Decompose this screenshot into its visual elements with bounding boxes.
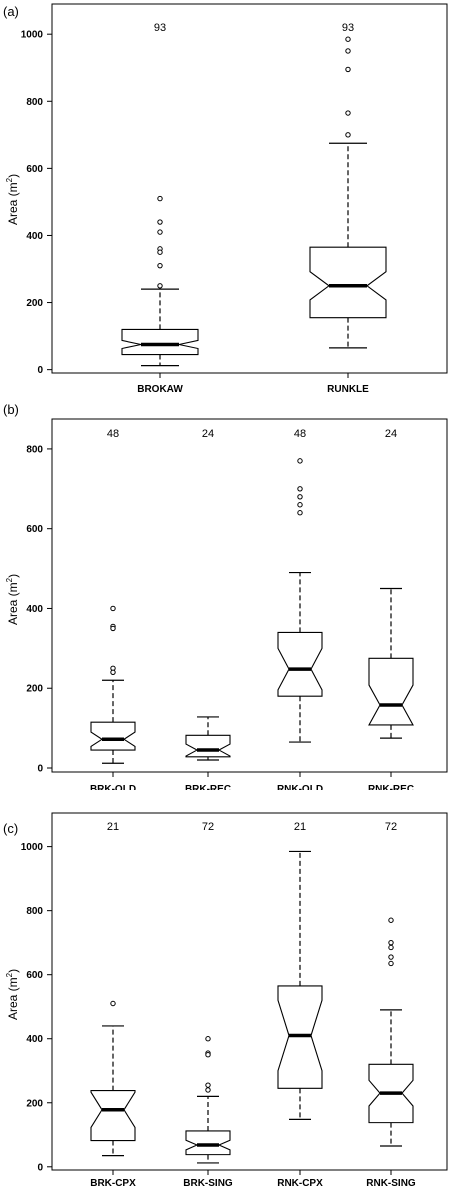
y-axis-title: Area (m2)	[5, 574, 20, 625]
y-axis-title: Area (m2)	[5, 174, 20, 225]
sample-size-label: 93	[154, 22, 166, 34]
plot-frame	[51, 418, 448, 773]
sample-size-label: 72	[202, 821, 214, 833]
notched-box	[309, 246, 387, 319]
outlier-point	[297, 494, 303, 500]
panel-label: (a)	[3, 4, 19, 19]
y-tick-label: 600	[26, 524, 43, 535]
outlier-point	[157, 219, 163, 225]
notched-box	[185, 1130, 231, 1156]
y-tick-label: 1000	[21, 842, 44, 853]
notched-box	[90, 721, 136, 751]
notched-box	[185, 734, 231, 758]
category-label: BRK-REC	[185, 784, 231, 790]
notched-box	[277, 631, 323, 697]
sample-size-label: 72	[385, 821, 397, 833]
outlier-point	[110, 605, 116, 612]
outlier-point	[205, 1087, 211, 1093]
y-tick-label: 0	[37, 764, 43, 775]
y-tick-label: 1000	[21, 30, 44, 41]
outlier-point	[110, 625, 116, 632]
y-tick-label: 400	[26, 231, 43, 242]
chart-panel-b: (b) Area (m2) 0 200 400 600 800 BRK-OLD 48 BRK-…	[3, 402, 448, 790]
y-tick-label: 400	[26, 604, 43, 615]
outlier-point	[157, 283, 163, 289]
outlier-point	[297, 458, 303, 464]
category-label: BRK-CPX	[90, 1178, 136, 1189]
outlier-point	[157, 229, 163, 235]
y-axis-title: Area (m2)	[5, 969, 20, 1020]
category-label: RNK-OLD	[277, 784, 323, 790]
y-tick-label: 0	[37, 365, 43, 376]
outlier-point	[205, 1036, 211, 1042]
category-label: BRK-SING	[183, 1178, 233, 1189]
outlier-point	[157, 262, 163, 269]
outlier-point	[345, 110, 351, 116]
sample-size-label: 21	[107, 821, 119, 833]
outlier-point	[297, 486, 303, 492]
notched-box	[368, 657, 414, 726]
category-label: RNK-SING	[366, 1178, 416, 1189]
sample-size-label: 24	[202, 428, 214, 440]
sample-size-label: 48	[294, 428, 306, 440]
y-tick-label: 0	[37, 1162, 43, 1173]
notched-box	[121, 328, 199, 356]
outlier-point	[388, 960, 394, 967]
y-tick-label: 800	[26, 97, 43, 108]
y-tick-label: 200	[26, 1098, 43, 1109]
y-tick-label: 800	[26, 906, 43, 917]
outlier-point	[157, 249, 163, 255]
plot-area: 0 200 400 600 800 1000 BROKAW 93 RUNKLE 93	[21, 3, 448, 395]
outlier-point	[345, 66, 351, 73]
category-label: RNK-REC	[368, 784, 414, 790]
category-label: RNK-CPX	[277, 1178, 323, 1189]
outlier-point	[205, 1052, 211, 1058]
y-tick-label: 600	[26, 970, 43, 981]
outlier-point	[110, 669, 116, 675]
panel-label: (b)	[3, 402, 19, 417]
sample-size-label: 48	[107, 428, 119, 440]
panel-label: (c)	[3, 821, 18, 836]
outlier-point	[297, 510, 303, 516]
category-label: BROKAW	[137, 384, 183, 395]
outlier-point	[388, 939, 394, 946]
outlier-point	[388, 917, 394, 923]
chart-panel-c: (c) Area (m2) 0 200 400 600 800 1000 BRK-CPX 21…	[3, 812, 448, 1189]
notched-box	[90, 1090, 136, 1142]
outlier-point	[205, 1082, 211, 1088]
outlier-point	[345, 132, 351, 138]
sample-size-label: 24	[385, 428, 397, 440]
y-tick-label: 600	[26, 164, 43, 175]
y-tick-label: 200	[26, 298, 43, 309]
plot-area: 0 200 400 600 800 1000 BRK-CPX 21 BRK-SING 72 RNK-…	[21, 812, 448, 1189]
sample-size-label: 21	[294, 821, 306, 833]
outlier-point	[157, 195, 163, 202]
sample-size-label: 93	[342, 22, 354, 34]
y-tick-label: 800	[26, 444, 43, 455]
outlier-point	[297, 502, 303, 508]
plot-area: 0 200 400 600 800 BRK-OLD 48 BRK-REC 24 RNK-OLD 48…	[26, 418, 448, 790]
chart-panel-a: (a) Area (m2) 0 200 400 600 800 1000 BROKAW 93 R…	[3, 3, 448, 395]
outlier-point	[345, 36, 351, 42]
outlier-point	[388, 944, 394, 951]
plot-frame	[51, 812, 448, 1171]
outlier-point	[388, 954, 394, 960]
category-label: RUNKLE	[327, 384, 369, 395]
y-tick-label: 200	[26, 684, 43, 695]
outlier-point	[345, 48, 351, 54]
outlier-point	[110, 1000, 116, 1007]
plot-frame	[51, 3, 448, 374]
category-label: BRK-OLD	[90, 784, 136, 790]
y-tick-label: 400	[26, 1034, 43, 1045]
